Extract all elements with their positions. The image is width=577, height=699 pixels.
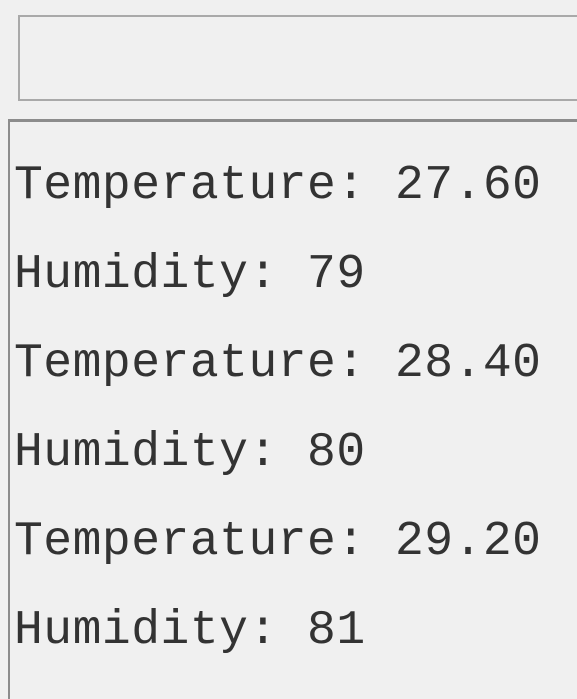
output-panel: Temperature: 27.60 Humidity: 79 Temperatur… [8, 119, 577, 699]
serial-monitor: Temperature: 27.60 Humidity: 79 Temperatur… [8, 15, 577, 699]
output-line: Temperature: 28.40 [14, 337, 542, 391]
message-input[interactable] [18, 15, 577, 101]
output-line: Humidity: 79 [14, 248, 366, 302]
output-line: Temperature: 27.60 [14, 159, 542, 213]
output-line: Humidity: 81 [14, 604, 366, 658]
output-line: Humidity: 80 [14, 426, 366, 480]
output-line: Temperature: 29.20 [14, 515, 542, 569]
